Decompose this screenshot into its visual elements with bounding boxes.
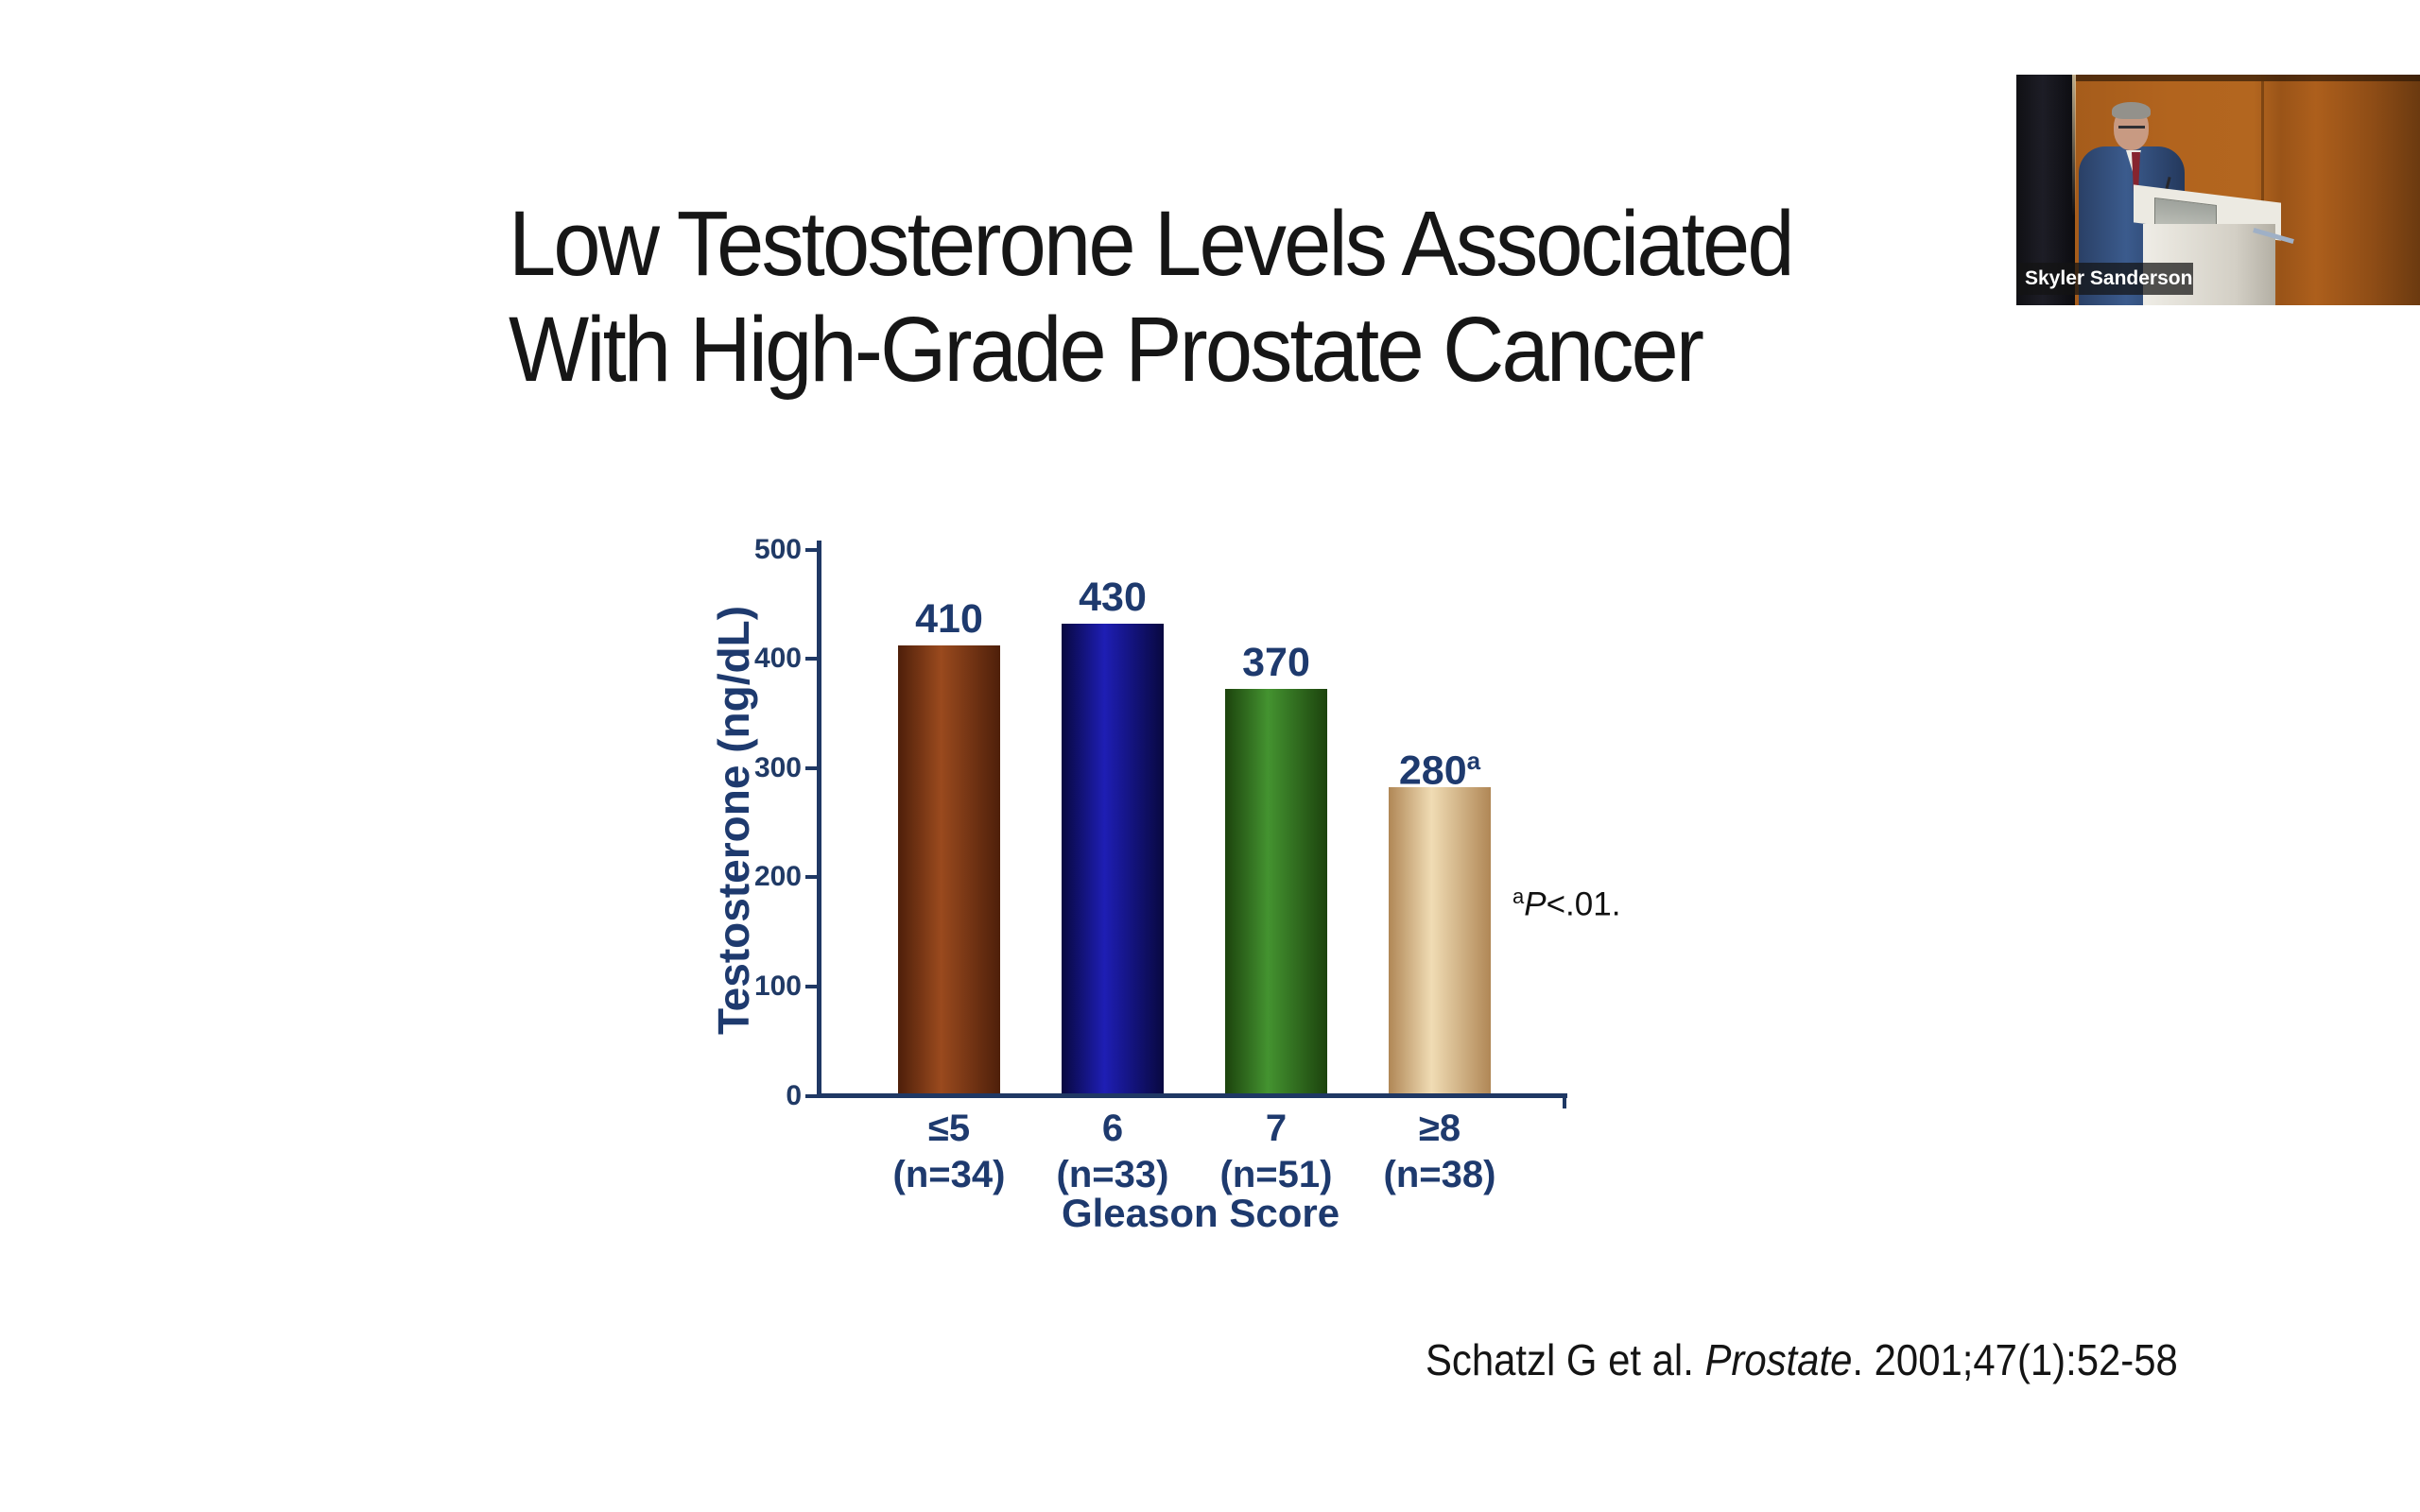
p-value-annotation: aP<.01.: [1512, 876, 1620, 926]
y-axis-line: [817, 541, 821, 1098]
category-n-label: (n=38): [1383, 1154, 1496, 1195]
category-label: ≥8: [1418, 1108, 1461, 1149]
bar-≥8: [1389, 787, 1491, 1093]
y-tick: [805, 765, 819, 770]
stage-light-sliver: [2072, 75, 2076, 216]
bar-7: [1225, 689, 1327, 1093]
y-tick: [805, 1093, 819, 1098]
y-tick-label: 500: [753, 533, 802, 565]
y-tick: [805, 875, 819, 880]
category-label: ≤5: [927, 1108, 971, 1149]
speaker-name-badge: Skyler Sanderson: [2016, 263, 2193, 295]
wood-panel-seam: [2261, 75, 2264, 305]
category-label-group: ≥8 (n=38): [1336, 1106, 1544, 1198]
bar-value-label: 410: [915, 596, 983, 643]
wood-panel-top-shadow: [2073, 75, 2420, 81]
slide-title-line2: With High-Grade Prostate Cancer: [509, 298, 1704, 401]
category-n-label: (n=34): [892, 1154, 1006, 1195]
category-label-group: 6 (n=33): [1009, 1106, 1217, 1198]
bar-6: [1062, 623, 1164, 1093]
category-label: 7: [1265, 1108, 1288, 1149]
annotation-rest: <.01.: [1546, 885, 1621, 923]
category-n-label: (n=33): [1056, 1154, 1169, 1195]
speaker-glasses: [2118, 126, 2145, 129]
citation-authors: Schatzl G et al.: [1426, 1335, 1705, 1384]
y-tick-label: 0: [786, 1079, 802, 1111]
category-n-label: (n=51): [1219, 1154, 1333, 1195]
category-label-group: ≤5 (n=34): [845, 1106, 1053, 1198]
category-label: 6: [1101, 1108, 1124, 1149]
y-tick-label: 400: [753, 643, 802, 675]
bar-≤5: [898, 645, 1000, 1093]
citation-journal: Prostate: [1704, 1335, 1853, 1384]
y-tick-label: 100: [753, 970, 802, 1002]
speaker-hair: [2112, 102, 2151, 119]
x-axis-end-tick: [1563, 1093, 1566, 1108]
y-tick-label: 200: [753, 861, 802, 893]
citation-ref: . 2001;47(1):52-58: [1852, 1335, 2178, 1384]
annotation-superscript: a: [1512, 885, 1525, 908]
bar-value-label: 280a: [1398, 747, 1481, 794]
bar-value-label: 430: [1079, 574, 1147, 620]
category-label-group: 7 (n=51): [1172, 1106, 1380, 1198]
y-tick-label: 300: [753, 751, 802, 783]
y-tick: [805, 984, 819, 988]
x-axis-title: Gleason Score: [1061, 1191, 1340, 1235]
annotation-p: P: [1524, 885, 1547, 923]
speaker-tie: [2132, 152, 2140, 207]
slide-title: Low Testosterone Levels Associated With …: [509, 191, 1795, 403]
y-tick: [805, 547, 819, 552]
webcam-video[interactable]: Skyler Sanderson: [2016, 75, 2420, 305]
slide-title-line1: Low Testosterone Levels Associated: [509, 192, 1795, 295]
bar-value-label: 370: [1242, 640, 1310, 686]
y-tick: [805, 657, 819, 662]
x-axis-line: [817, 1093, 1567, 1098]
citation: Schatzl G et al. Prostate. 2001;47(1):52…: [1426, 1333, 2178, 1386]
